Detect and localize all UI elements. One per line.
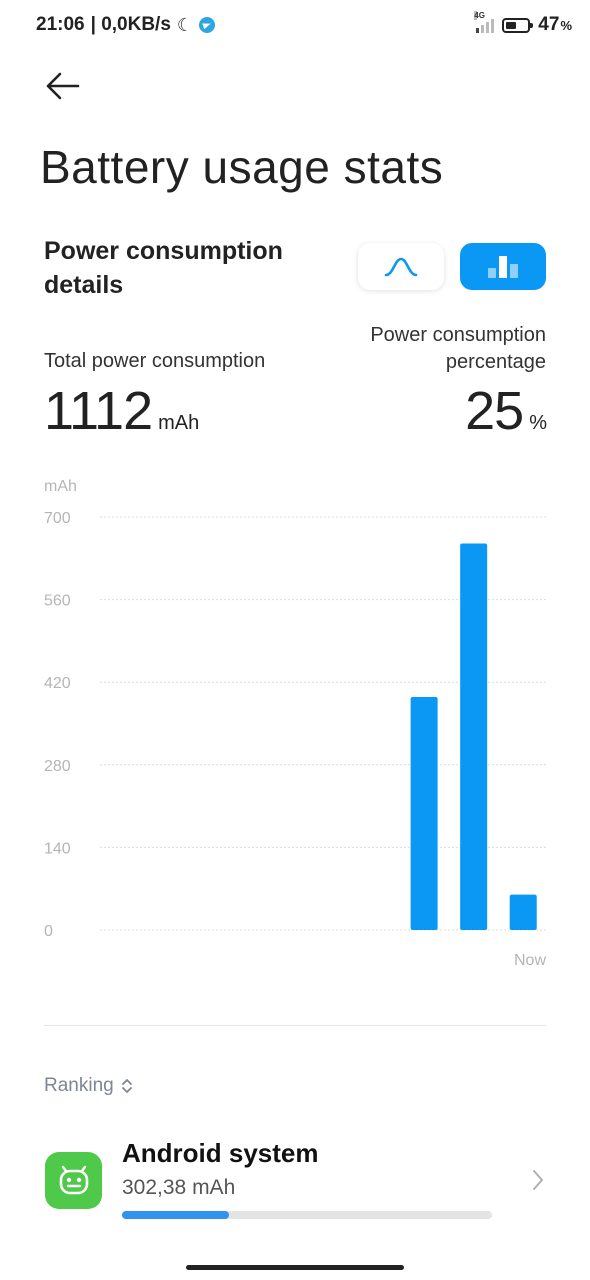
y-tick-label: 0 bbox=[44, 923, 53, 940]
app-usage-fill bbox=[122, 1211, 230, 1219]
chart-bar bbox=[410, 696, 438, 930]
total-value-unit: mAh bbox=[158, 412, 200, 434]
signal-icon: 4G bbox=[474, 11, 495, 33]
percentage-value: 25% bbox=[465, 380, 547, 442]
ranking-label: Ranking bbox=[44, 1075, 114, 1096]
battery-level-fill bbox=[506, 21, 516, 29]
arrow-left-icon bbox=[46, 72, 80, 100]
section-title: Power consumption details bbox=[44, 237, 283, 299]
percentage-unit: % bbox=[529, 412, 547, 434]
total-value-number: 1112 bbox=[44, 381, 153, 441]
app-name: Android system bbox=[122, 1138, 319, 1168]
chart-bar bbox=[460, 543, 488, 930]
y-tick-label: 420 bbox=[44, 675, 71, 692]
percentage-number: 25 bbox=[465, 381, 524, 441]
home-indicator bbox=[186, 1265, 404, 1270]
status-bar-right: 4G 47% bbox=[474, 11, 572, 36]
divider bbox=[44, 1025, 546, 1026]
android-system-icon bbox=[45, 1152, 102, 1209]
ranking-sort-button[interactable]: Ranking bbox=[44, 1075, 134, 1097]
power-consumption-chart: mAh 0 140 280 420 560 700 Now bbox=[44, 478, 546, 969]
battery-percent-unit: % bbox=[560, 18, 572, 33]
app-usage-bar bbox=[122, 1211, 492, 1219]
y-tick-label: 140 bbox=[44, 840, 71, 857]
curve-icon bbox=[384, 257, 418, 276]
status-time: 21:06 bbox=[36, 14, 85, 35]
sort-icon bbox=[121, 1079, 132, 1093]
y-axis-unit-label: mAh bbox=[44, 478, 77, 495]
app-consumption: 302,38 mAh bbox=[122, 1176, 236, 1199]
x-axis-now-label: Now bbox=[514, 952, 546, 969]
battery-percent: 47% bbox=[538, 14, 572, 36]
percentage-label: Power consumption percentage bbox=[370, 324, 546, 373]
total-consumption-label: Total power consumption bbox=[44, 350, 266, 372]
back-button[interactable] bbox=[40, 66, 84, 106]
line-chart-toggle[interactable] bbox=[358, 243, 444, 290]
telegram-icon bbox=[199, 17, 216, 33]
moon-icon: ☾ bbox=[176, 14, 194, 35]
bar-chart-toggle[interactable] bbox=[460, 243, 546, 290]
y-tick-label: 700 bbox=[44, 510, 71, 527]
y-tick-label: 560 bbox=[44, 593, 71, 610]
battery-percent-value: 47 bbox=[538, 14, 560, 35]
total-consumption-value: 1112 mAh bbox=[44, 380, 199, 442]
chevron-right-icon bbox=[533, 1170, 543, 1190]
y-tick-label: 280 bbox=[44, 758, 71, 775]
chart-bar bbox=[509, 894, 537, 930]
network-type-label: 4G bbox=[474, 11, 485, 20]
status-bar-left: 21:06 | 0,0KB/s ☾ bbox=[36, 14, 216, 36]
battery-icon bbox=[502, 17, 534, 33]
status-net-speed: | 0,0KB/s bbox=[90, 14, 171, 35]
page-title: Battery usage stats bbox=[40, 141, 444, 193]
list-item-android-system[interactable]: Android system 302,38 mAh bbox=[0, 1128, 590, 1228]
bar-chart-icon bbox=[488, 255, 518, 278]
